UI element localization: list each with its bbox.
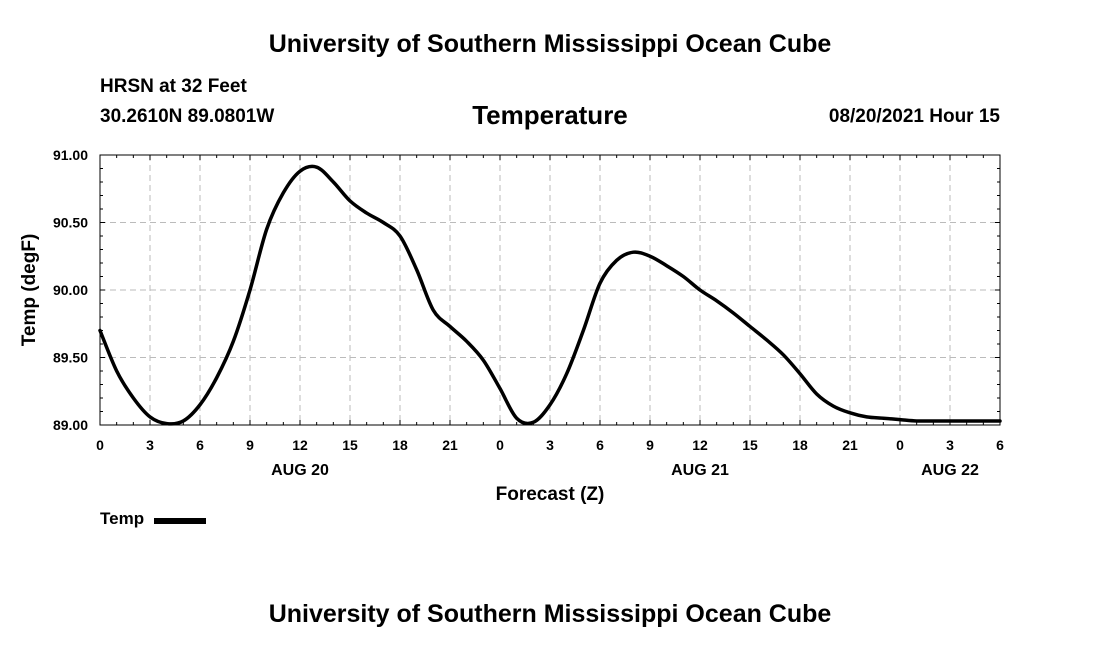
x-tick-label: 0 <box>96 437 104 453</box>
x-tick-label: 18 <box>792 437 808 453</box>
x-tick-label: 6 <box>196 437 204 453</box>
y-axis-title: Temp (degF) <box>19 234 40 347</box>
x-tick-label: 9 <box>646 437 654 453</box>
date-label: AUG 21 <box>671 462 729 479</box>
x-tick-label: 18 <box>392 437 408 453</box>
date-label: AUG 20 <box>271 462 329 479</box>
y-tick-label: 90.50 <box>53 215 88 231</box>
valid-time: 08/20/2021 Hour 15 <box>828 106 1000 127</box>
legend-swatch <box>154 517 207 524</box>
station-coordinates: 30.2610N 89.0801W <box>100 106 275 127</box>
legend-label: Temp <box>100 509 145 528</box>
x-tick-label: 6 <box>596 437 604 453</box>
x-tick-label: 3 <box>146 437 154 453</box>
y-tick-label: 90.00 <box>53 282 88 298</box>
x-tick-label: 0 <box>496 437 504 453</box>
x-axis-title: Forecast (Z) <box>496 484 605 505</box>
y-tick-label: 89.50 <box>53 350 88 366</box>
x-tick-label: 0 <box>896 437 904 453</box>
x-tick-label: 15 <box>742 437 758 453</box>
chart-axes <box>99 154 1001 426</box>
header-title: University of Southern Mississippi Ocean… <box>268 30 832 58</box>
x-tick-label: 9 <box>246 437 254 453</box>
x-tick-label: 12 <box>292 437 308 453</box>
plot-frame <box>99 154 1001 426</box>
y-tick-label: 89.00 <box>53 417 88 433</box>
footer-title: University of Southern Mississippi Ocean… <box>268 600 832 628</box>
x-tick-label: 3 <box>546 437 554 453</box>
x-tick-label: 6 <box>996 437 1004 453</box>
station-label: HRSN at 32 Feet <box>100 76 247 97</box>
y-tick-label: 91.00 <box>53 147 88 163</box>
date-label: AUG 22 <box>921 462 979 479</box>
series-line-temp <box>98 164 1002 426</box>
x-tick-label: 12 <box>692 437 708 453</box>
chart-labels: 0 3 6 9 12 15 18 21 0 3 6 9 12 15 18 21 0 3 6 89.00 89.50 90.… <box>19 147 1004 505</box>
variable-title: Temperature <box>472 100 628 130</box>
x-tick-label: 21 <box>442 437 458 453</box>
legend: Temp <box>100 509 207 529</box>
chart-grid <box>100 155 1000 425</box>
x-tick-label: 3 <box>946 437 954 453</box>
x-tick-label: 21 <box>842 437 858 453</box>
x-tick-label: 15 <box>342 437 358 453</box>
chart-series <box>98 164 1002 426</box>
